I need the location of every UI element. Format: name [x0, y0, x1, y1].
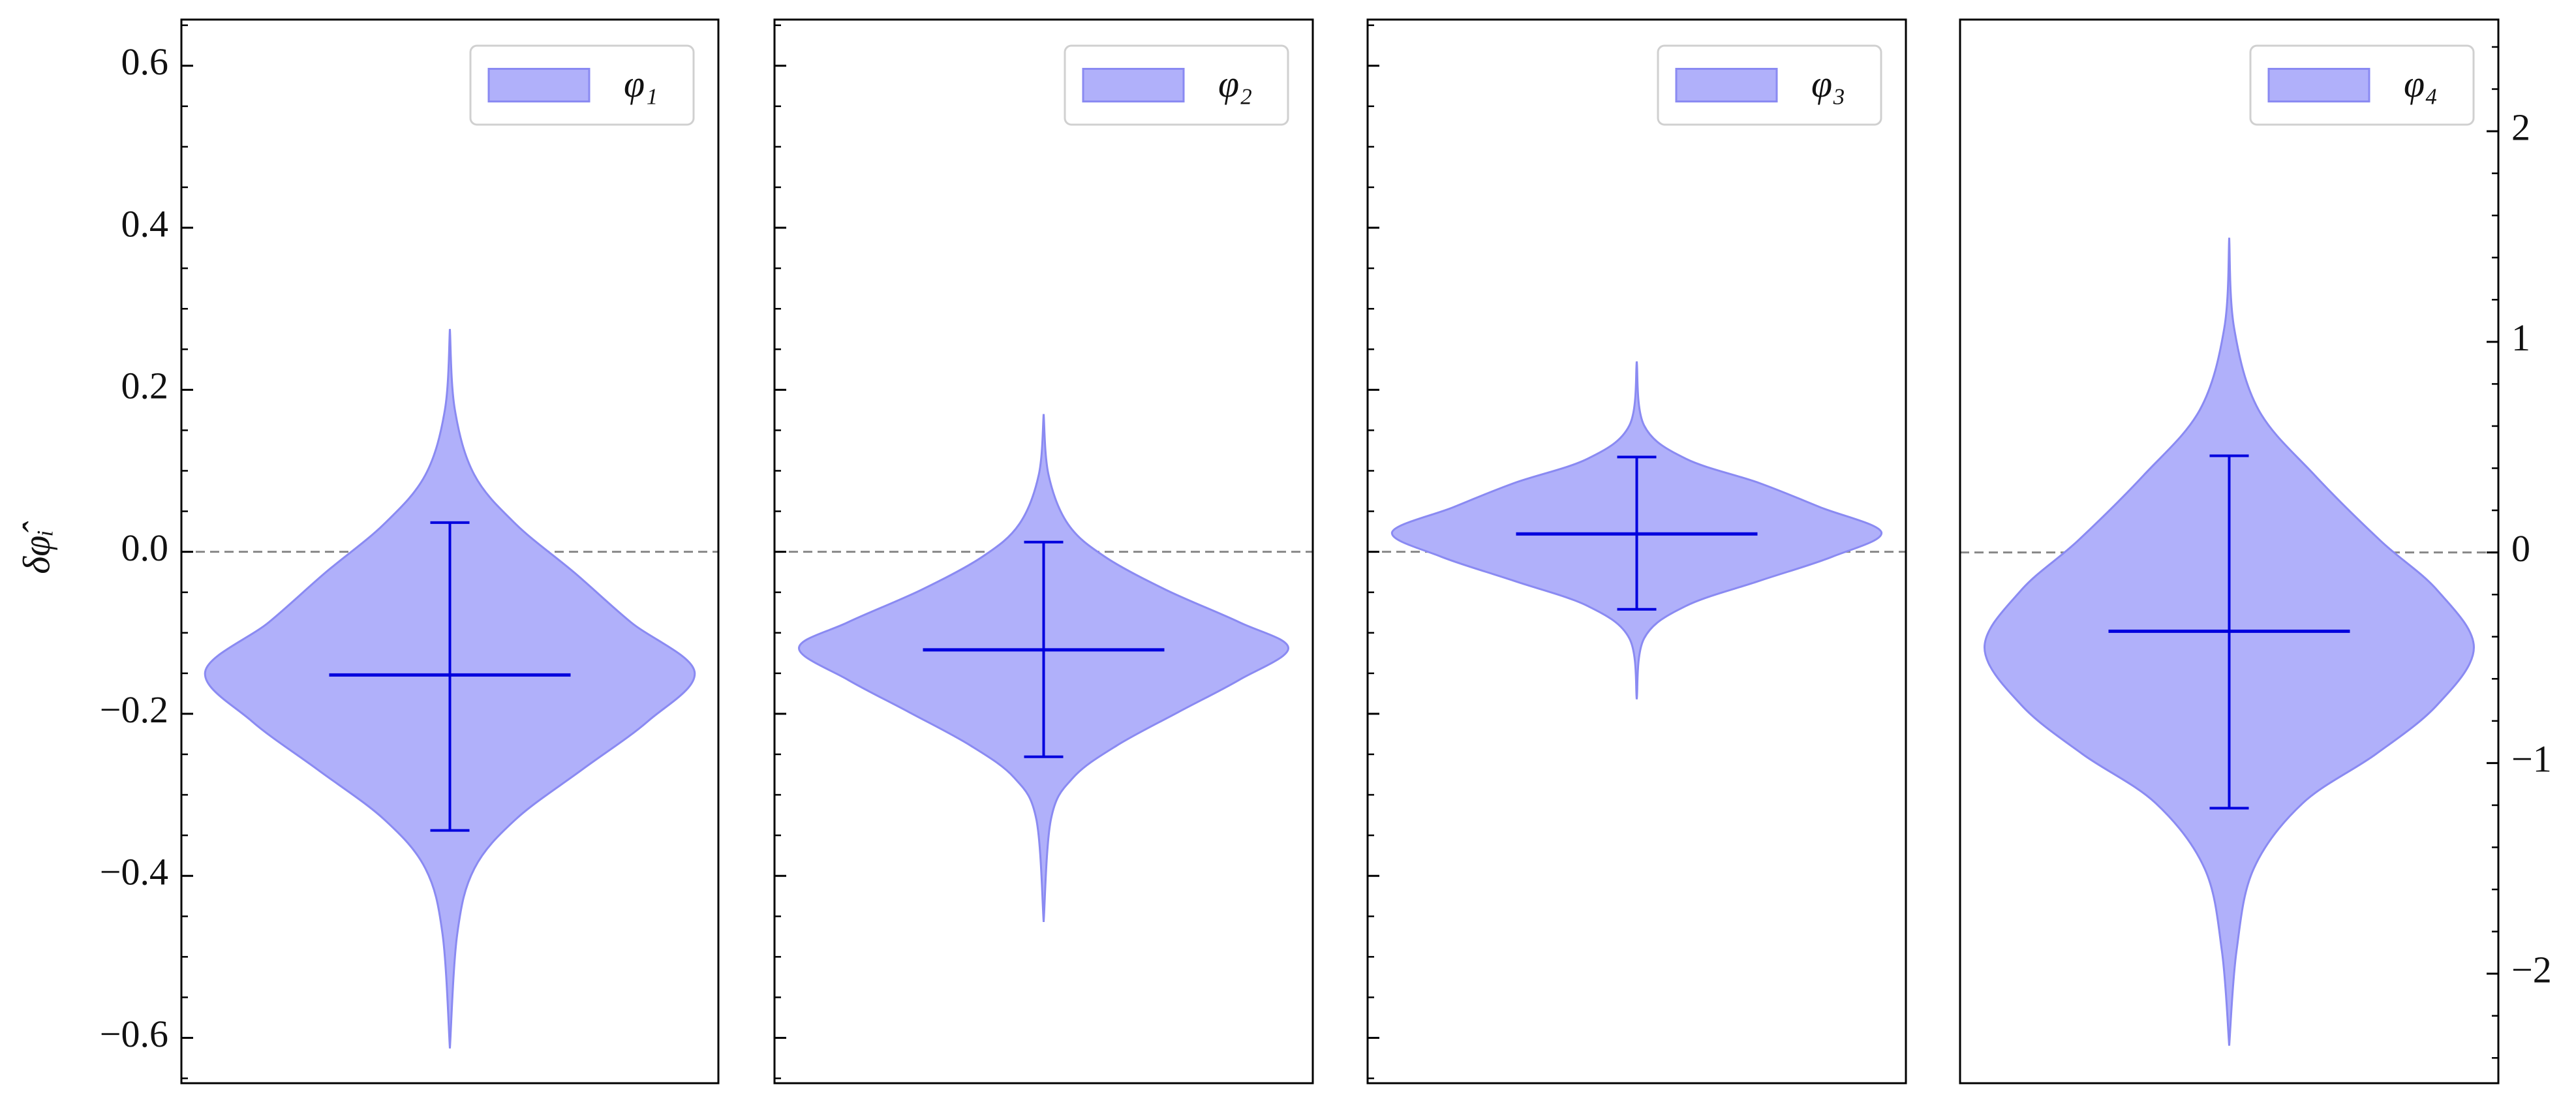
legend-swatch [1082, 68, 1185, 102]
y-tick-label: 0.6 [121, 40, 169, 83]
y-tick-label: 0.4 [121, 202, 169, 245]
legend: φ₁ [469, 44, 695, 126]
y-tick-label: −2 [2511, 948, 2552, 991]
y-tick-label: 0.0 [121, 527, 169, 569]
axes-frame [773, 18, 1314, 1085]
legend-label: φ₃ [1811, 63, 1845, 105]
legend-swatch [487, 68, 590, 102]
y-tick-label: 2 [2511, 106, 2530, 148]
legend-label: φ₄ [2404, 63, 2438, 105]
y-tick-label: 0 [2511, 527, 2530, 570]
y-tick-label: −0.6 [100, 1013, 168, 1055]
legend-label: φ₁ [624, 63, 658, 105]
y-tick-label: −0.4 [100, 851, 168, 893]
legend-label: φ₂ [1218, 63, 1252, 105]
legend: φ₂ [1064, 44, 1289, 126]
legend: φ₃ [1657, 44, 1882, 126]
legend-swatch [1675, 68, 1778, 102]
y-tick-label: −1 [2511, 738, 2552, 780]
y-axis-label: δφ̂ᵢ [15, 521, 57, 574]
axes-frame [1959, 18, 2500, 1085]
y-tick-label: 0.2 [121, 365, 169, 407]
y-tick-label: 1 [2511, 316, 2530, 359]
y-tick-label: −0.2 [100, 688, 168, 731]
axes-frame [180, 18, 720, 1085]
legend-swatch [2267, 68, 2370, 102]
legend: φ₄ [2249, 44, 2475, 126]
axes-frame [1366, 18, 1907, 1085]
